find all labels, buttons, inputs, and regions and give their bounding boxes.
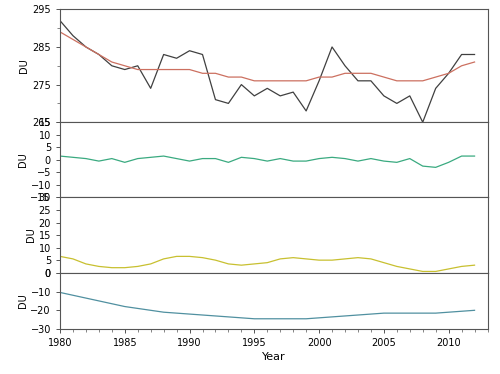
Y-axis label: DU: DU	[18, 294, 28, 308]
Y-axis label: DU: DU	[26, 228, 36, 242]
Y-axis label: DU: DU	[18, 153, 28, 167]
X-axis label: Year: Year	[262, 352, 285, 362]
Y-axis label: DU: DU	[20, 58, 30, 73]
